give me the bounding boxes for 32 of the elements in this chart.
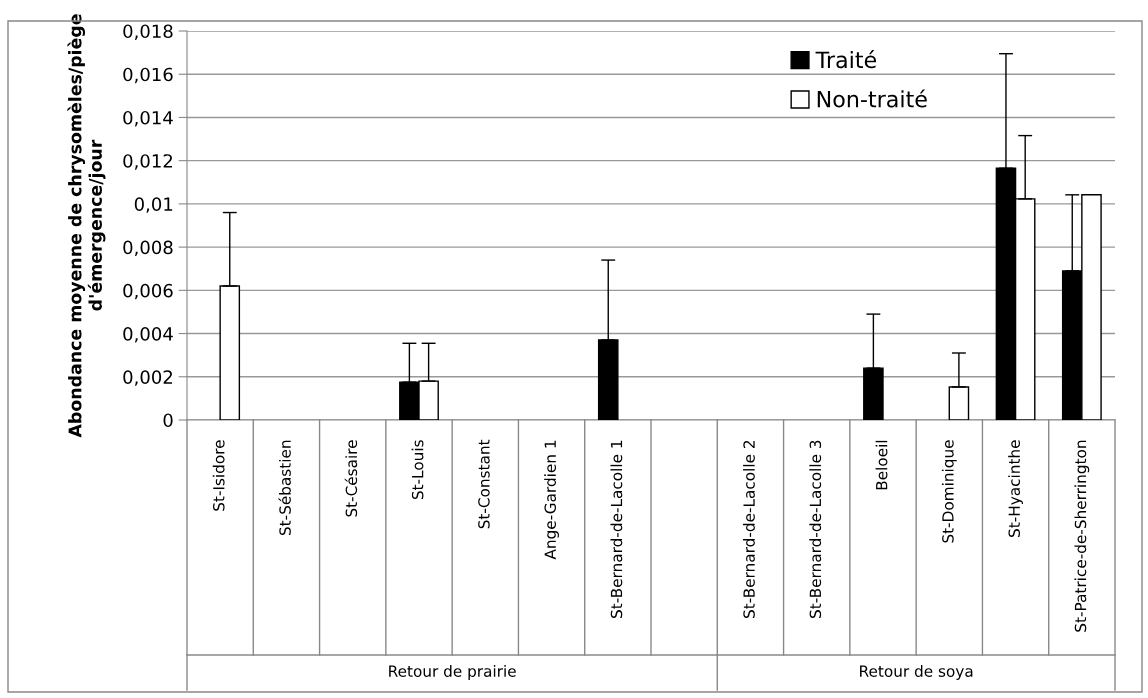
- x-tick-label: St-Patrice-de-Sherrington: [1074, 440, 1090, 632]
- x-tick-label: St-Louis: [411, 440, 424, 500]
- y-tick-label: 0,012: [123, 154, 172, 170]
- y-tick-label: 0,018: [123, 24, 173, 40]
- x-tick-label: Ange-Gardien 1: [544, 440, 559, 560]
- y-tick-label: 0,008: [123, 240, 173, 257]
- legend-label: Traité: [815, 50, 877, 69]
- x-tick-label: St-Sébastien: [278, 440, 291, 536]
- x-tick-label: Beloeil: [875, 440, 888, 490]
- x-tick-label: St-Hyacinthe: [1008, 440, 1023, 537]
- y-tick-label: 0,016: [123, 67, 173, 84]
- y-tick-label: 0,01: [134, 197, 173, 213]
- legend-label: Non-traité: [817, 89, 927, 108]
- x-tick-label: St-Constant: [478, 439, 490, 529]
- text: Retour de soya: [860, 665, 973, 680]
- x-tick-label: St-Bernard-de-Lacolle 1: [610, 440, 623, 618]
- y-tick-label: 0,002: [123, 370, 172, 386]
- bar: [948, 386, 970, 420]
- y-tick-label: 0,004: [123, 327, 173, 343]
- x-tick-label: St-Césaire: [344, 440, 358, 517]
- text: Retour de prairie: [389, 665, 516, 680]
- x-tick-label: St-Bernard-de-Lacolle 3: [809, 440, 822, 618]
- bar: [863, 367, 884, 420]
- y-tick-label: 0,006: [123, 283, 173, 300]
- x-tick-label: St-Isidore: [212, 440, 225, 511]
- y-tick-label: 0,014: [123, 110, 173, 127]
- bar: [597, 339, 619, 420]
- y-axis-title: Abondance moyenne de chrysomèles/piège d'émergence/jour: [67, 14, 106, 438]
- bar: [219, 285, 241, 420]
- x-tick-label: St-Dominique: [941, 440, 957, 543]
- x-tick-label: St-Bernard-de-Lacolle 2: [743, 440, 755, 618]
- y-tick-label: 0: [163, 413, 173, 428]
